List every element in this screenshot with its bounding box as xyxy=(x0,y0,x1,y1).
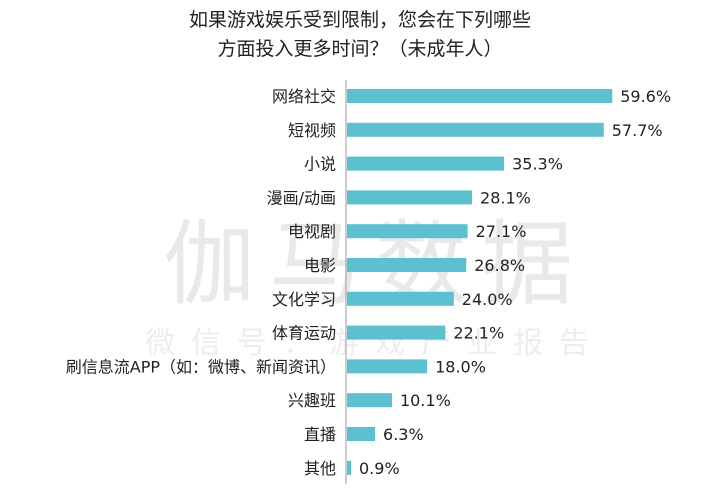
category-label: 短视频 xyxy=(288,121,336,140)
category-label: 刷信息流APP（如：微博、新闻资讯） xyxy=(66,357,336,376)
category-label: 漫画/动画 xyxy=(267,188,336,207)
bar xyxy=(347,325,446,340)
bar xyxy=(347,122,604,137)
bar xyxy=(347,89,613,103)
data-label: 59.6% xyxy=(620,87,671,106)
data-label: 10.1% xyxy=(400,391,451,410)
category-label: 电影 xyxy=(304,256,336,275)
chart-title: 如果游戏娱乐受到限制，您会在下列哪些 方面投入更多时间？（未成年人） xyxy=(0,6,720,64)
bar xyxy=(347,359,428,374)
data-label: 0.9% xyxy=(359,459,400,478)
data-label: 24.0% xyxy=(462,290,513,309)
data-label: 35.3% xyxy=(512,155,563,174)
category-label: 文化学习 xyxy=(272,290,336,309)
category-label: 直播 xyxy=(304,425,336,444)
category-label: 小说 xyxy=(304,155,336,174)
bar xyxy=(347,156,505,171)
category-label: 电视剧 xyxy=(288,222,336,241)
chart-title-line-1: 如果游戏娱乐受到限制，您会在下列哪些 xyxy=(188,9,531,31)
bar xyxy=(347,291,454,306)
data-label: 18.0% xyxy=(435,357,486,376)
data-label: 28.1% xyxy=(480,188,531,207)
data-label: 27.1% xyxy=(476,222,527,241)
category-label: 体育运动 xyxy=(272,324,336,343)
bar xyxy=(347,258,467,272)
data-label: 6.3% xyxy=(383,425,424,444)
data-label: 22.1% xyxy=(453,324,504,343)
data-label: 26.8% xyxy=(474,256,525,275)
category-label: 其他 xyxy=(304,459,336,478)
chart-title-line-2: 方面投入更多时间？（未成年人） xyxy=(217,38,503,60)
bar xyxy=(347,224,468,239)
category-label: 网络社交 xyxy=(272,87,336,106)
bar xyxy=(347,427,376,441)
bar xyxy=(347,190,473,205)
data-label: 57.7% xyxy=(612,121,663,140)
category-label: 兴趣班 xyxy=(288,391,336,410)
bar xyxy=(347,460,352,475)
bar xyxy=(347,393,392,408)
